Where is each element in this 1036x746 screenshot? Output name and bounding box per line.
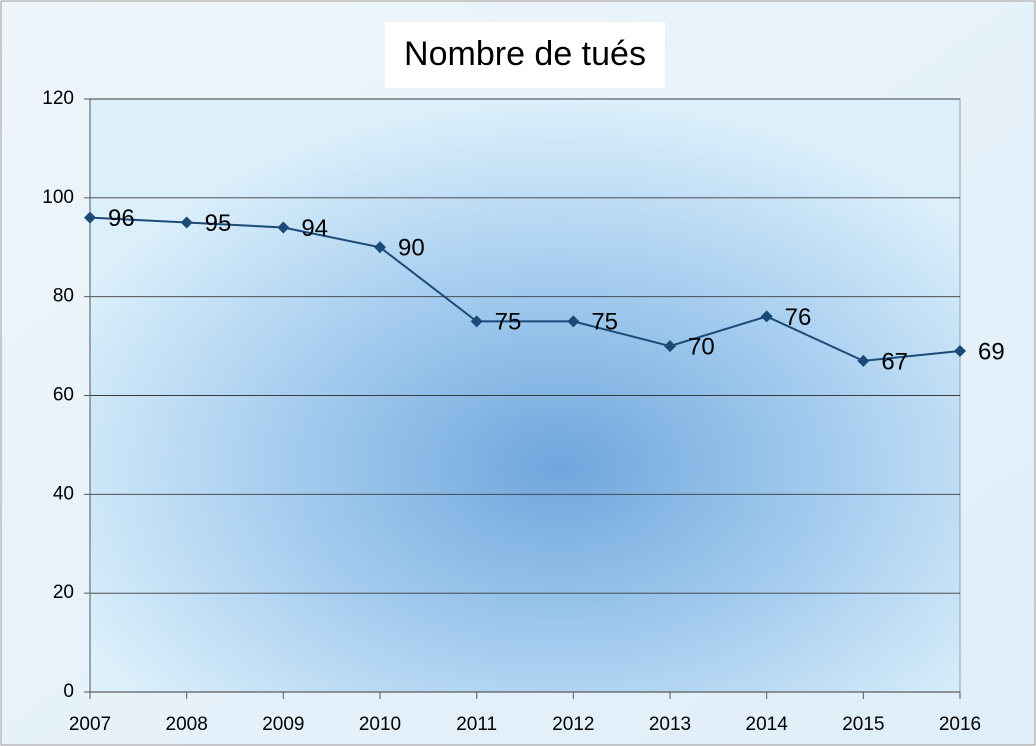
y-tick-label: 60: [53, 385, 74, 406]
x-tick-label: 2009: [262, 714, 304, 735]
x-tick-label: 2012: [552, 714, 594, 735]
x-tick-label: 2015: [842, 714, 884, 735]
data-point: [277, 221, 290, 234]
data-label: 69: [978, 338, 1005, 365]
data-point: [567, 315, 580, 328]
x-tick-label: 2016: [939, 714, 981, 735]
y-tick-label: 20: [53, 582, 74, 603]
y-tick-label: 100: [42, 187, 74, 208]
data-label: 67: [881, 348, 908, 375]
data-label: 70: [688, 333, 715, 360]
chart-title: Nombre de tués: [404, 35, 646, 73]
data-point: [374, 241, 386, 254]
data-point: [954, 345, 966, 358]
data-point: [857, 354, 870, 367]
data-point: [84, 211, 96, 224]
data-point: [470, 315, 483, 328]
x-tick-label: 2010: [359, 714, 401, 735]
x-tick-label: 2013: [649, 714, 691, 735]
x-tick-label: 2007: [69, 714, 111, 735]
data-label: 90: [398, 235, 425, 262]
y-tick-label: 80: [53, 286, 74, 307]
data-label: 75: [591, 309, 618, 336]
y-tick-label: 40: [53, 483, 74, 504]
title-box: [385, 22, 665, 88]
x-tick-label: 2014: [746, 714, 789, 735]
series-line: [89, 216, 961, 362]
data-label: 96: [108, 205, 135, 232]
data-point: [664, 340, 676, 353]
x-tick-label: 2008: [166, 714, 208, 735]
data-label: 95: [205, 210, 232, 237]
data-label: 94: [301, 215, 328, 242]
y-tick-label: 120: [42, 88, 74, 109]
data-label: 76: [785, 304, 812, 331]
data-point: [180, 216, 193, 229]
data-label: 75: [495, 309, 522, 336]
x-tick-label: 2011: [456, 714, 497, 735]
data-point: [760, 310, 773, 323]
y-tick-label: 0: [63, 681, 74, 702]
